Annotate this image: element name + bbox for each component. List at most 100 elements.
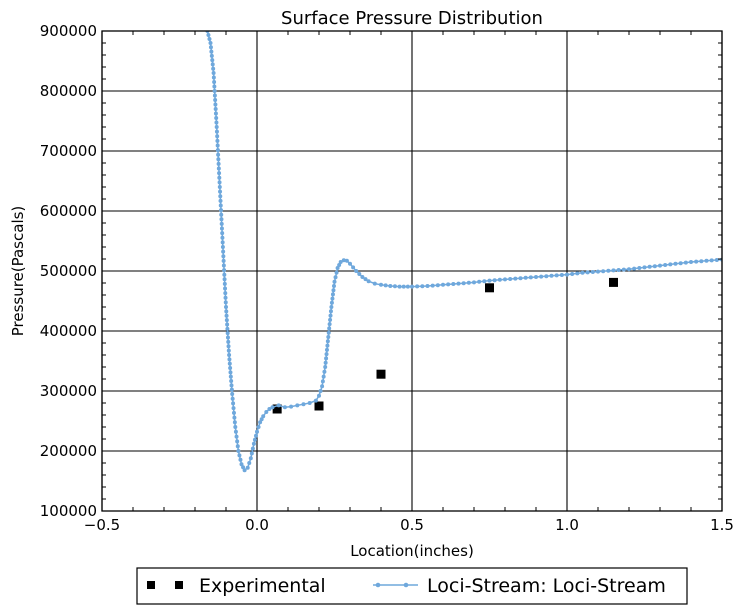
data-point	[216, 157, 221, 162]
data-point	[383, 283, 388, 288]
data-point	[606, 268, 611, 273]
data-point	[245, 465, 250, 470]
data-point	[224, 309, 229, 314]
data-point	[276, 403, 281, 408]
data-point	[228, 366, 233, 370]
data-point	[213, 107, 218, 111]
data-point	[317, 393, 321, 398]
data-point	[328, 309, 333, 314]
data-point	[320, 379, 325, 384]
data-point	[435, 283, 440, 288]
data-point	[224, 305, 228, 309]
data-point	[658, 263, 662, 268]
y-tick-label: 800000	[40, 82, 97, 100]
legend-marker-experimental-2	[175, 581, 183, 589]
data-point	[565, 272, 569, 277]
data-point	[215, 148, 220, 153]
data-point	[673, 261, 678, 266]
data-point	[231, 410, 236, 415]
data-point	[689, 260, 693, 264]
data-point	[289, 404, 294, 409]
data-point	[208, 45, 213, 50]
y-tick-label: 700000	[40, 142, 97, 160]
data-point	[334, 270, 339, 275]
plot-area	[205, 31, 722, 473]
data-point	[323, 365, 328, 369]
data-point	[226, 339, 231, 344]
data-point	[225, 326, 230, 331]
data-point	[325, 339, 330, 344]
data-point	[348, 261, 352, 266]
data-point	[217, 180, 222, 185]
data-point	[209, 53, 214, 58]
y-tick-label: 300000	[40, 382, 97, 400]
data-point	[326, 335, 331, 339]
data-point	[282, 405, 287, 410]
data-point	[324, 356, 329, 361]
data-point	[329, 305, 334, 309]
data-point	[683, 260, 688, 265]
data-point	[324, 352, 329, 357]
data-point	[235, 439, 240, 444]
data-point	[714, 258, 719, 262]
data-point	[401, 284, 406, 289]
data-point	[420, 284, 425, 289]
data-point	[466, 280, 471, 285]
data-point	[330, 292, 335, 297]
data-point	[482, 279, 487, 284]
data-point	[590, 270, 595, 274]
data-point	[249, 451, 254, 456]
data-point	[267, 407, 272, 411]
data-point	[229, 383, 234, 388]
data-point	[219, 212, 224, 217]
data-point	[235, 444, 240, 449]
data-point	[233, 429, 238, 434]
data-point	[223, 286, 228, 291]
legend-marker-loci-stream-2	[403, 582, 409, 588]
data-point	[709, 258, 714, 263]
data-point	[295, 403, 300, 408]
experimental-point	[272, 404, 282, 414]
data-point	[596, 269, 600, 274]
data-point	[559, 273, 564, 277]
data-point	[441, 282, 445, 287]
data-point	[523, 275, 528, 280]
data-point	[335, 266, 340, 270]
data-point	[217, 185, 222, 189]
data-point	[214, 120, 219, 125]
data-point	[210, 62, 215, 67]
data-point	[642, 265, 647, 270]
data-point	[270, 405, 275, 410]
data-point	[213, 98, 218, 102]
data-point	[220, 231, 225, 236]
data-point	[328, 317, 333, 322]
x-tick-label: −0.5	[84, 516, 120, 534]
data-point	[647, 264, 652, 269]
data-point	[425, 284, 430, 288]
data-point	[221, 263, 226, 268]
data-point	[472, 280, 476, 285]
data-point	[344, 258, 349, 263]
data-point	[220, 240, 225, 245]
data-point	[218, 189, 223, 194]
legend-marker-experimental	[147, 581, 155, 589]
data-point	[327, 326, 332, 331]
data-point	[430, 283, 435, 288]
axis-ticks: −0.5 0.0 0.5 1.0 1.5 100000 200000 300000 400000…	[40, 22, 734, 534]
data-point	[554, 273, 559, 278]
data-point	[222, 277, 227, 282]
data-point	[307, 401, 312, 405]
legend-label-loci-stream: Loci-Stream: Loci-Stream	[427, 575, 666, 597]
data-point	[518, 276, 523, 281]
data-point	[570, 272, 575, 276]
data-point	[678, 261, 683, 266]
data-point	[451, 282, 456, 286]
data-point	[217, 171, 222, 176]
data-point	[366, 279, 371, 284]
data-point	[215, 134, 220, 139]
data-point	[341, 258, 346, 263]
data-point	[225, 322, 230, 327]
experimental-point	[609, 277, 618, 287]
data-point	[222, 268, 227, 273]
data-point	[248, 456, 253, 461]
